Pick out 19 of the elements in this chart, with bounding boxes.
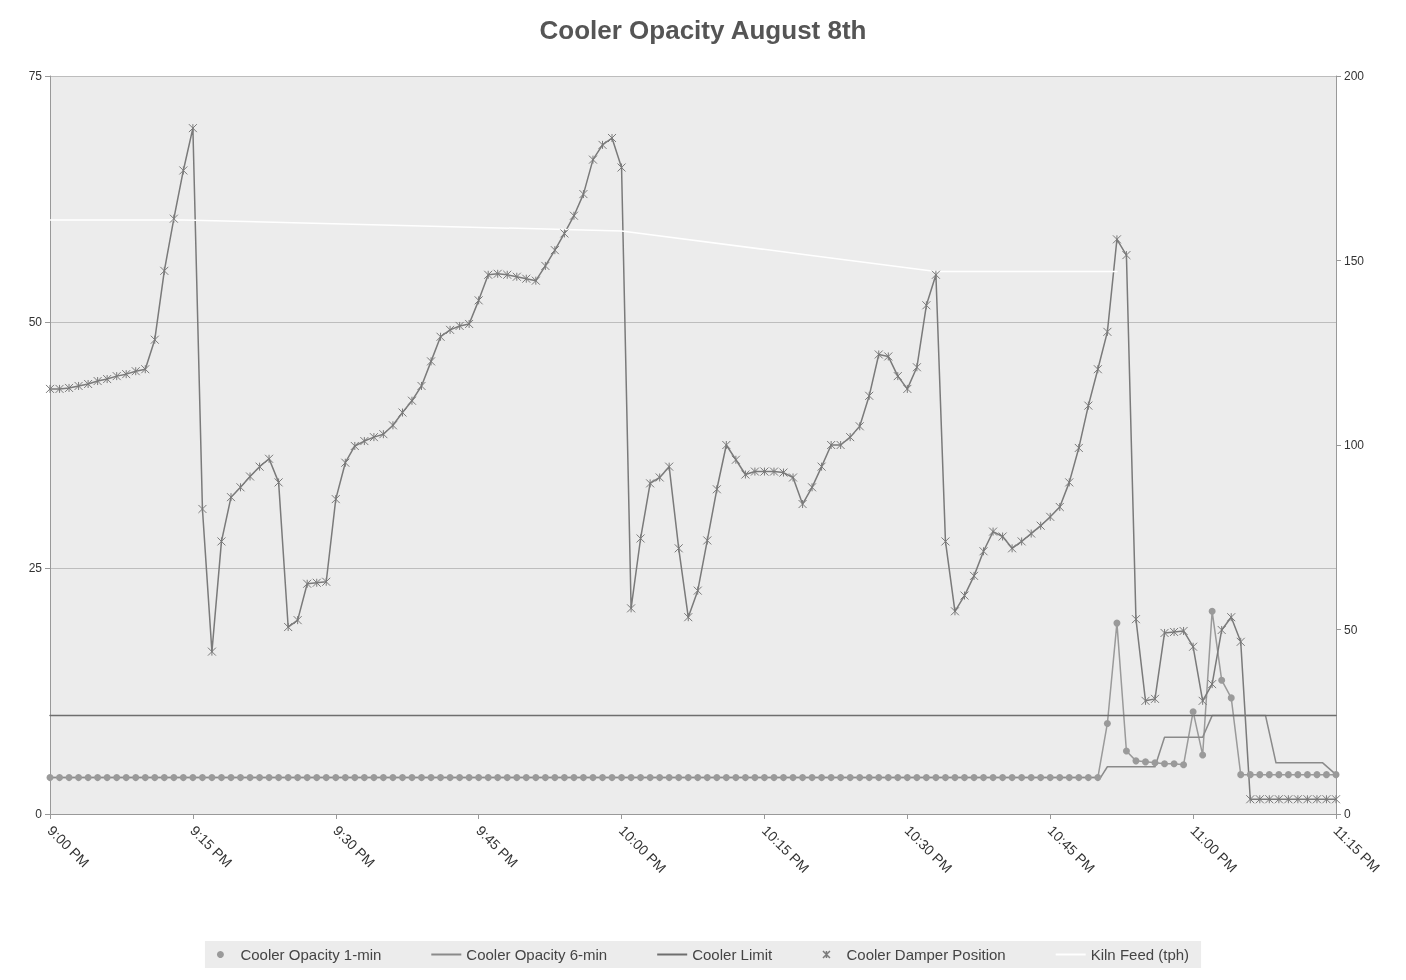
y2-tick-label: 150 [1344, 253, 1365, 268]
y2-tick-label: 100 [1344, 438, 1365, 452]
x-tick-label: 9:30 PM [330, 822, 379, 871]
legend-label: Cooler Limit [692, 946, 774, 963]
legend-label: Cooler Opacity 6-min [466, 946, 608, 963]
x-tick-label: 9:15 PM [187, 822, 236, 871]
legend-label: Cooler Damper Position [846, 946, 1006, 963]
y-tick-label: 25 [28, 561, 43, 575]
y-tick-label: 50 [28, 315, 43, 329]
legend-label: Kiln Feed (tph) [1090, 946, 1190, 963]
y-tick-label: 75 [28, 69, 43, 83]
y2-tick-label: 200 [1344, 69, 1365, 83]
x-tick-label: 9:45 PM [473, 822, 522, 871]
x-tick-label: 9:00 PM [44, 822, 93, 871]
y2-tick-label: 0 [1344, 807, 1351, 821]
chart-title: Cooler Opacity August 8th [539, 15, 867, 45]
legend-label: Cooler Opacity 1-min [240, 946, 382, 963]
y-tick-label: 0 [35, 807, 43, 821]
y2-tick-label: 50 [1344, 622, 1358, 637]
